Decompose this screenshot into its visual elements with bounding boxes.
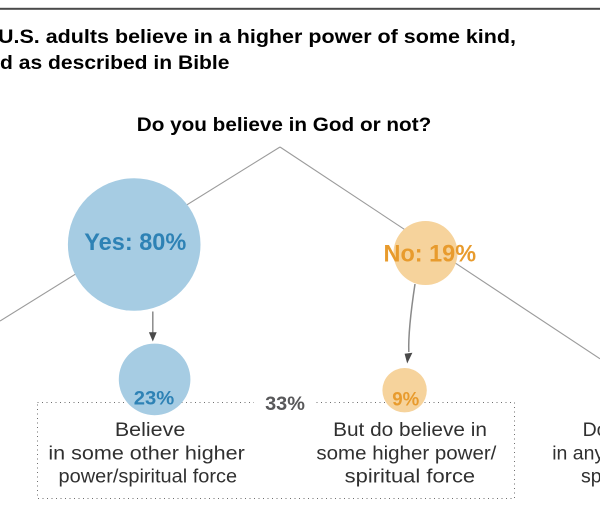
svg-text:23%: 23% [134, 388, 175, 410]
svg-text:d as described in Bible: d as described in Bible [0, 52, 230, 74]
svg-text:33%: 33% [265, 394, 305, 415]
svg-text:spiritual force: spiritual force [581, 466, 600, 488]
svg-text:U.S. adults believe in a highe: U.S. adults believe in a higher power of… [0, 26, 516, 48]
svg-text:Yes: 80%: Yes: 80% [84, 229, 186, 256]
svg-text:9%: 9% [392, 389, 419, 411]
svg-text:spiritual force: spiritual force [345, 466, 476, 488]
svg-text:No: 19%: No: 19% [384, 240, 477, 267]
svg-text:Believe: Believe [115, 419, 186, 441]
svg-text:in some other higher: in some other higher [48, 442, 245, 464]
svg-text:power/spiritual force: power/spiritual force [59, 466, 238, 488]
svg-text:in any higher power/: in any higher power/ [552, 442, 600, 464]
svg-text:Don't believe: Don't believe [583, 419, 600, 441]
svg-text:some higher power/: some higher power/ [316, 442, 497, 464]
svg-text:But do believe in: But do believe in [333, 419, 487, 441]
svg-text:Do you believe in God or not?: Do you believe in God or not? [137, 114, 432, 136]
